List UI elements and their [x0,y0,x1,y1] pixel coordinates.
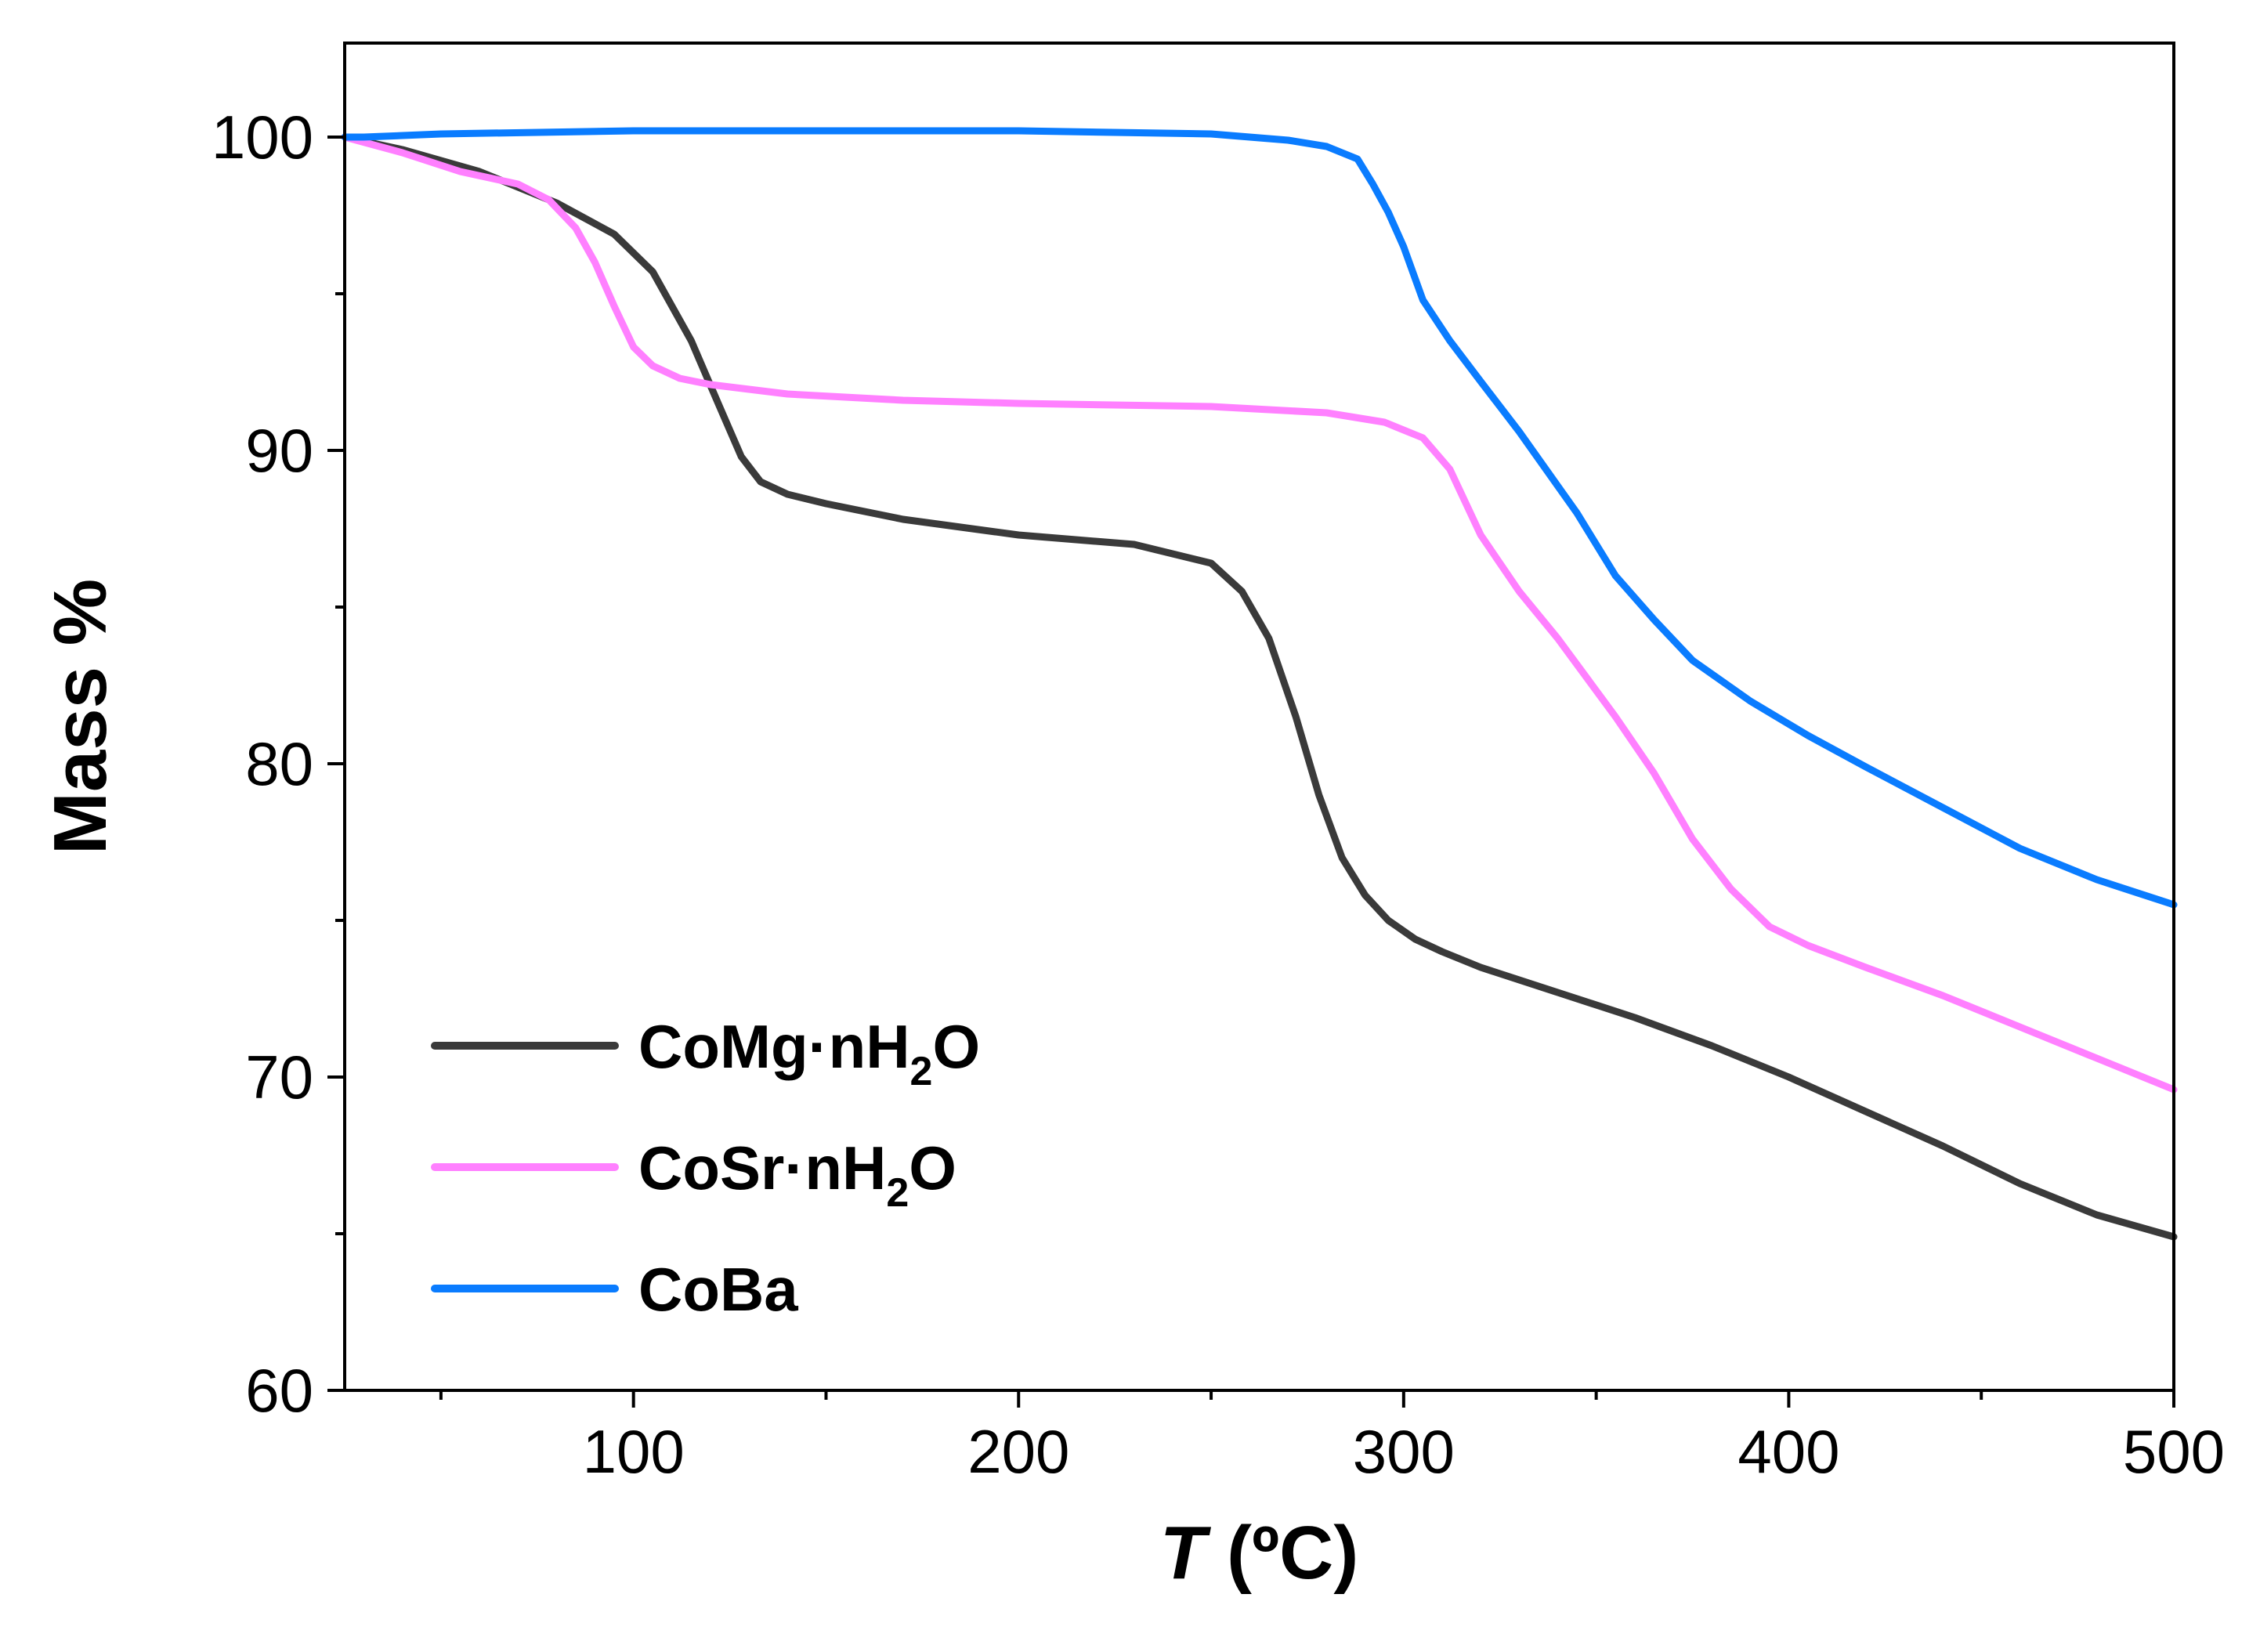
legend-label-main: CoSr·nH [638,1133,886,1202]
y-tick-label: 90 [245,416,313,485]
y-tick-label: 100 [212,103,313,172]
x-tick-label: 200 [967,1417,1069,1486]
x-tick-label: 300 [1353,1417,1455,1486]
x-axis-title: T (ºC) [1160,1511,1359,1595]
x-tick-label: 500 [2123,1417,2225,1486]
legend-label-0: CoMg·nH2O [638,1012,980,1094]
series-line-0 [341,133,2178,1241]
legend-label-2: CoBa [638,1255,798,1324]
x-axis-unit: (ºC) [1206,1511,1358,1595]
plot-lines [341,127,2178,1241]
axis-ticks [327,136,2175,1408]
y-tick-label: 70 [245,1043,313,1112]
legend-label-main: CoBa [638,1255,798,1324]
y-axis-title: Mass % [38,579,122,855]
legend-label-subscript: 2 [886,1170,909,1216]
x-axis-variable: T [1160,1511,1212,1595]
legend-label-end: O [932,1012,980,1081]
legend-label-main: CoMg·nH [638,1012,910,1081]
legend-label-1: CoSr·nH2O [638,1133,956,1216]
axis-tick-labels: 100 200 300 400 500 60 70 80 90 100 [212,103,2225,1486]
y-tick-label: 60 [245,1356,313,1425]
x-tick-label: 400 [1737,1417,1839,1486]
legend-label-subscript: 2 [910,1049,933,1094]
plot-frame [343,42,2175,1392]
y-tick-label: 80 [245,729,313,798]
x-tick-label: 100 [583,1417,685,1486]
legend-label-end: O [909,1133,956,1202]
series-line-2 [341,127,2178,909]
series-line-1 [341,133,2178,1094]
